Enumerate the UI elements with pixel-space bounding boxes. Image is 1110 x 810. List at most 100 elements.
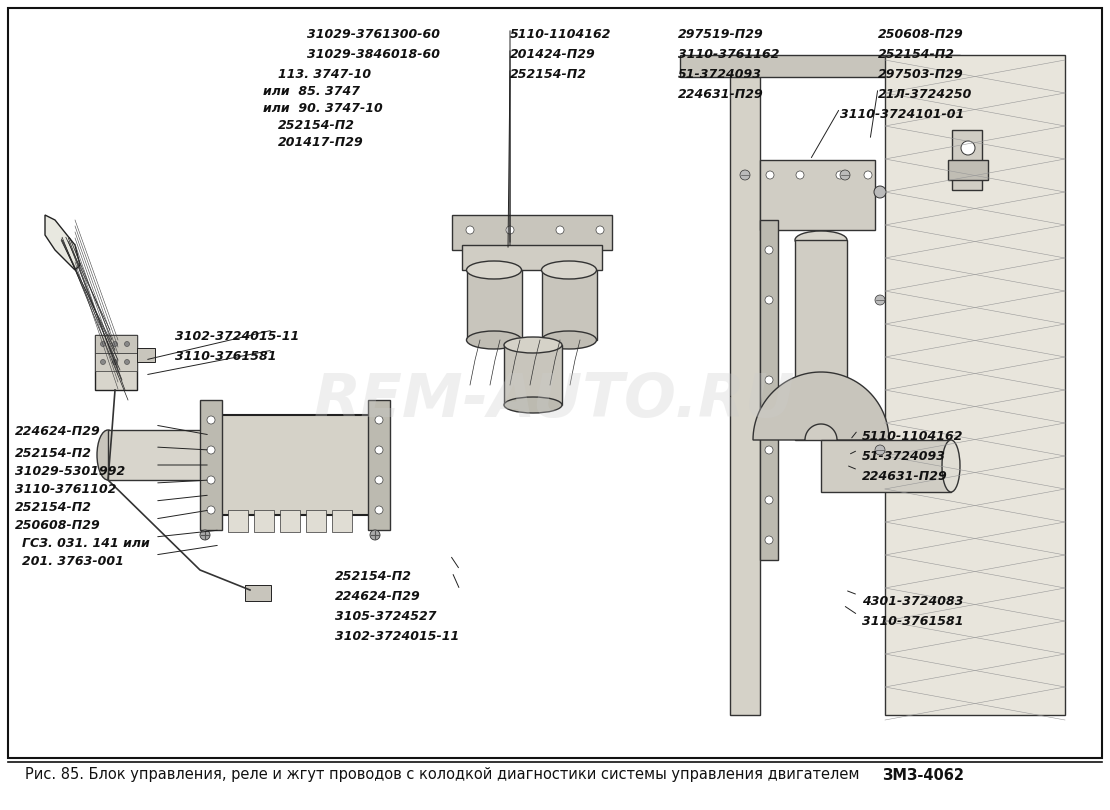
Bar xyxy=(821,440,951,492)
Text: 224631-П29: 224631-П29 xyxy=(678,88,764,101)
Text: 250608-П29: 250608-П29 xyxy=(878,28,963,41)
Bar xyxy=(332,510,352,532)
Bar xyxy=(369,400,390,530)
Circle shape xyxy=(765,446,773,454)
Bar xyxy=(245,585,271,601)
Bar xyxy=(760,220,778,560)
Circle shape xyxy=(875,445,885,455)
Circle shape xyxy=(466,226,474,234)
Bar xyxy=(542,270,597,340)
Text: или  90. 3747-10: или 90. 3747-10 xyxy=(263,102,383,115)
Circle shape xyxy=(200,530,210,540)
Text: 252154-П2: 252154-П2 xyxy=(335,570,412,583)
Circle shape xyxy=(101,342,105,347)
Text: 201417-П29: 201417-П29 xyxy=(278,136,364,149)
Circle shape xyxy=(112,360,118,364)
Circle shape xyxy=(740,170,750,180)
Circle shape xyxy=(124,360,130,364)
Bar xyxy=(795,240,847,440)
Text: или  85. 3747: или 85. 3747 xyxy=(263,85,360,98)
Ellipse shape xyxy=(504,397,562,413)
Circle shape xyxy=(765,376,773,384)
Circle shape xyxy=(206,416,215,424)
Circle shape xyxy=(840,170,850,180)
Text: 31029-5301992: 31029-5301992 xyxy=(16,465,125,478)
Circle shape xyxy=(864,171,872,179)
Text: 250608-П29: 250608-П29 xyxy=(16,519,101,532)
Ellipse shape xyxy=(504,337,562,353)
Text: 3102-3724015-11: 3102-3724015-11 xyxy=(335,630,460,643)
Bar xyxy=(885,55,1064,715)
Circle shape xyxy=(765,536,773,544)
Text: 3105-3724527: 3105-3724527 xyxy=(335,610,436,623)
Circle shape xyxy=(796,171,804,179)
Circle shape xyxy=(836,171,844,179)
Text: 31029-3761300-60: 31029-3761300-60 xyxy=(307,28,440,41)
Bar xyxy=(108,430,238,480)
Text: 5110-1104162: 5110-1104162 xyxy=(862,430,963,443)
Bar xyxy=(760,160,875,230)
Circle shape xyxy=(206,476,215,484)
Circle shape xyxy=(112,342,118,347)
Text: 113. 3747-10: 113. 3747-10 xyxy=(278,68,371,81)
Text: 3110-3761581: 3110-3761581 xyxy=(862,615,963,628)
Bar xyxy=(680,55,960,77)
Bar xyxy=(948,160,988,180)
Circle shape xyxy=(506,226,514,234)
Polygon shape xyxy=(753,372,889,440)
Bar xyxy=(280,510,300,532)
Polygon shape xyxy=(46,215,80,270)
Ellipse shape xyxy=(942,440,960,492)
Text: 201424-П29: 201424-П29 xyxy=(509,48,596,61)
Circle shape xyxy=(375,506,383,514)
Text: Рис. 85. Блок управления, реле и жгут проводов с колодкой диагностики системы уп: Рис. 85. Блок управления, реле и жгут пр… xyxy=(26,768,864,782)
Circle shape xyxy=(875,295,885,305)
Circle shape xyxy=(765,296,773,304)
Circle shape xyxy=(874,186,886,198)
Circle shape xyxy=(370,530,380,540)
Text: 224631-П29: 224631-П29 xyxy=(862,470,948,483)
Bar xyxy=(730,55,760,715)
Circle shape xyxy=(765,246,773,254)
Circle shape xyxy=(375,416,383,424)
Text: 51-3724093: 51-3724093 xyxy=(678,68,761,81)
Text: 3110-3724101-01: 3110-3724101-01 xyxy=(840,108,965,121)
Bar xyxy=(200,400,222,530)
Text: 201. 3763-001: 201. 3763-001 xyxy=(22,555,124,568)
Circle shape xyxy=(961,141,975,155)
Circle shape xyxy=(375,446,383,454)
Bar xyxy=(467,270,522,340)
Bar xyxy=(95,335,137,353)
Ellipse shape xyxy=(97,430,119,480)
Text: 3102-3724015-11: 3102-3724015-11 xyxy=(175,330,300,343)
Bar xyxy=(228,510,248,532)
Circle shape xyxy=(375,476,383,484)
Text: 21Л-3724250: 21Л-3724250 xyxy=(878,88,972,101)
Circle shape xyxy=(206,506,215,514)
Bar xyxy=(306,510,326,532)
Ellipse shape xyxy=(229,432,248,478)
Text: 51-3724093: 51-3724093 xyxy=(862,450,946,463)
Text: 31029-3846018-60: 31029-3846018-60 xyxy=(307,48,440,61)
Circle shape xyxy=(101,360,105,364)
Text: 252154-П2: 252154-П2 xyxy=(16,501,92,514)
Bar xyxy=(95,353,137,371)
Bar xyxy=(952,130,982,190)
Circle shape xyxy=(766,171,774,179)
Circle shape xyxy=(596,226,604,234)
Circle shape xyxy=(556,226,564,234)
Bar xyxy=(220,415,370,515)
Bar xyxy=(504,345,562,405)
Text: 252154-П2: 252154-П2 xyxy=(278,119,355,132)
Circle shape xyxy=(124,342,130,347)
Text: ГСЗ. 031. 141 или: ГСЗ. 031. 141 или xyxy=(22,537,150,550)
Ellipse shape xyxy=(466,261,522,279)
Text: 5110-1104162: 5110-1104162 xyxy=(509,28,612,41)
Ellipse shape xyxy=(542,261,596,279)
Circle shape xyxy=(206,446,215,454)
Text: 3110-3761581: 3110-3761581 xyxy=(175,350,276,363)
Bar xyxy=(254,510,274,532)
Text: 224624-П29: 224624-П29 xyxy=(16,425,101,438)
Text: 3110-3761102: 3110-3761102 xyxy=(16,483,117,496)
Ellipse shape xyxy=(466,331,522,349)
